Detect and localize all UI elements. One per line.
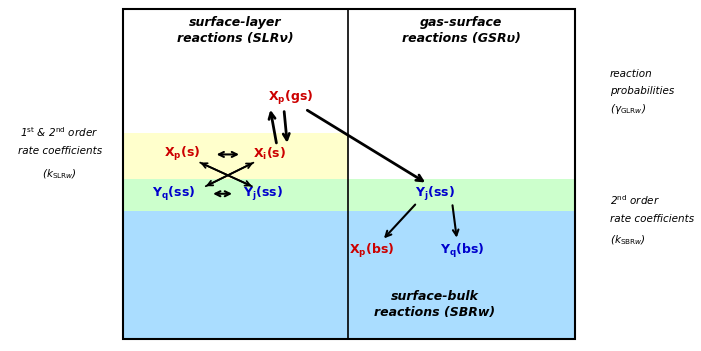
Text: surface-bulk
reactions (SBRw): surface-bulk reactions (SBRw) xyxy=(374,290,495,319)
Text: rate coefficients: rate coefficients xyxy=(610,214,694,224)
Text: 2$^{\rm nd}$ order: 2$^{\rm nd}$ order xyxy=(610,193,660,207)
Bar xyxy=(123,133,348,179)
Bar xyxy=(123,9,575,339)
Text: $\mathbf{X_p}$(bs): $\mathbf{X_p}$(bs) xyxy=(349,242,394,260)
Text: gas-surface
reactions (GSRυ): gas-surface reactions (GSRυ) xyxy=(402,16,521,45)
Text: reaction: reaction xyxy=(610,69,653,79)
Text: surface-layer
reactions (SLRν): surface-layer reactions (SLRν) xyxy=(177,16,293,45)
Text: ($\gamma_{\rm GLR{\it w}}$): ($\gamma_{\rm GLR{\it w}}$) xyxy=(610,102,646,116)
Text: $\mathbf{Y_j}$(ss): $\mathbf{Y_j}$(ss) xyxy=(414,185,455,203)
Text: $\mathbf{Y_q}$(ss): $\mathbf{Y_q}$(ss) xyxy=(152,185,196,203)
Text: probabilities: probabilities xyxy=(610,86,674,96)
Bar xyxy=(123,179,575,211)
Text: $\mathbf{X_i}$(s): $\mathbf{X_i}$(s) xyxy=(253,146,287,163)
Text: $\mathbf{X_p}$(s): $\mathbf{X_p}$(s) xyxy=(164,145,200,164)
Text: rate coefficients: rate coefficients xyxy=(18,146,102,156)
Bar xyxy=(123,9,575,339)
Text: ($k_{\rm SBR{\it w}}$): ($k_{\rm SBR{\it w}}$) xyxy=(610,234,646,247)
Text: ($k_{\rm SLR{\it w}}$): ($k_{\rm SLR{\it w}}$) xyxy=(42,167,77,180)
Bar xyxy=(123,211,575,339)
Text: $\mathbf{X_p}$(gs): $\mathbf{X_p}$(gs) xyxy=(268,89,313,107)
Text: 1$^{\rm st}$ & 2$^{\rm nd}$ order: 1$^{\rm st}$ & 2$^{\rm nd}$ order xyxy=(20,125,99,139)
Text: $\mathbf{Y_j}$(ss): $\mathbf{Y_j}$(ss) xyxy=(243,185,283,203)
Text: $\mathbf{Y_q}$(bs): $\mathbf{Y_q}$(bs) xyxy=(440,242,485,260)
